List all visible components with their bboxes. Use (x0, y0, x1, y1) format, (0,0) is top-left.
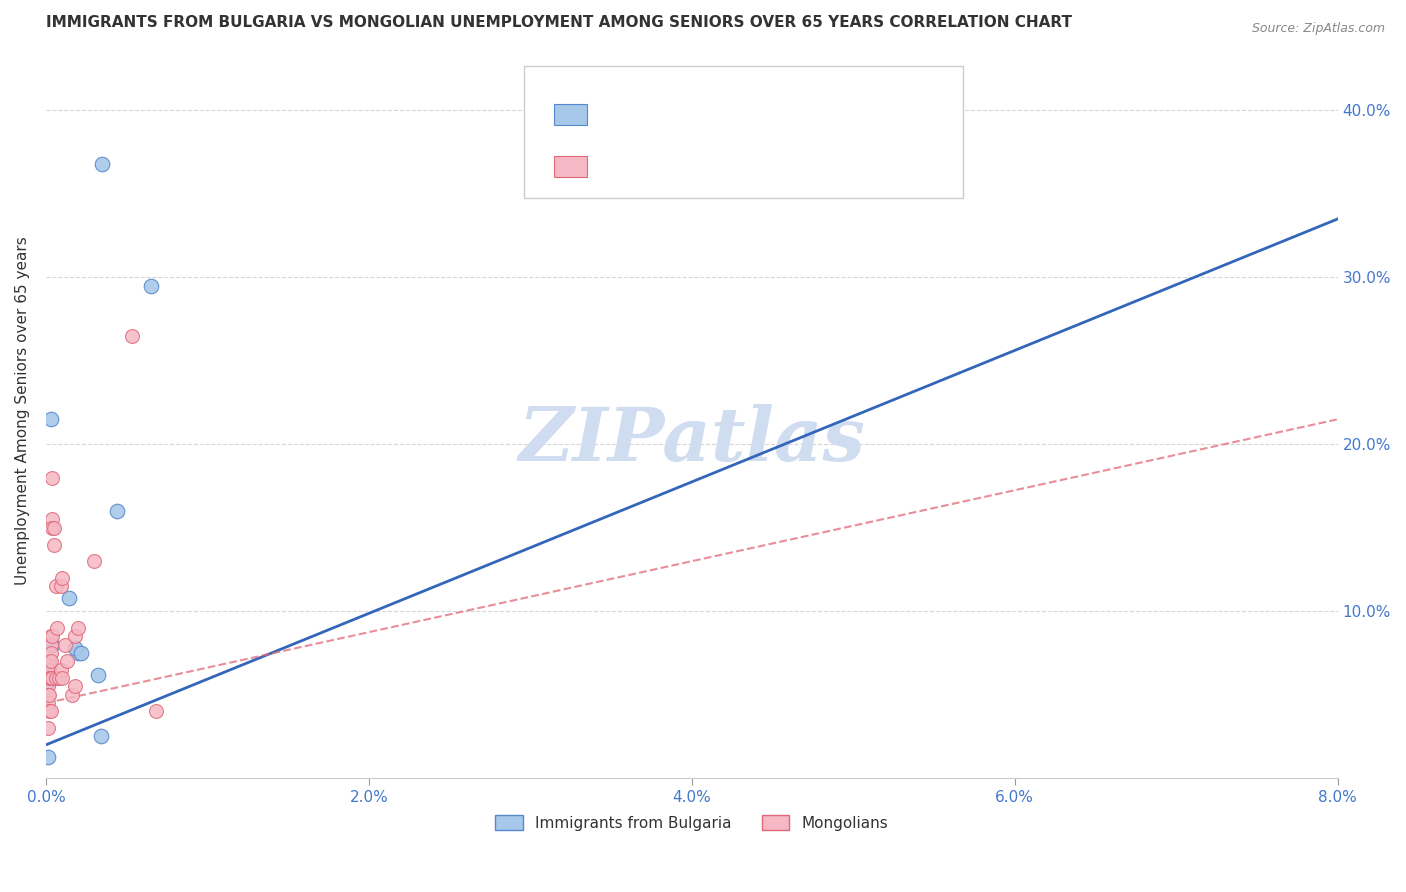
Point (38, 667, 60, 681)
Point (46, 621, 69, 635)
Point (38, 688, 60, 702)
Point (45, 579, 67, 593)
Point (37, 696, 59, 710)
FancyBboxPatch shape (554, 156, 588, 177)
Text: 0.513: 0.513 (679, 105, 731, 123)
Text: 0.529: 0.529 (679, 157, 731, 175)
Text: N =: N = (782, 157, 820, 175)
Point (42, 521, 65, 535)
Point (41, 521, 63, 535)
Point (39, 646, 62, 660)
Point (37, 721, 59, 735)
Text: Source: ZipAtlas.com: Source: ZipAtlas.com (1251, 22, 1385, 36)
Point (38, 663, 60, 677)
Point (39, 638, 62, 652)
Point (67, 646, 90, 660)
Text: R =: R = (607, 157, 644, 175)
Point (39, 654, 62, 668)
Point (90, 730, 112, 744)
Point (37, 674, 59, 689)
Point (67, 621, 90, 635)
Point (145, 705, 167, 719)
Point (38, 671, 60, 685)
Point (105, 504, 128, 518)
Text: 42: 42 (846, 157, 870, 175)
Point (58, 591, 80, 605)
Point (38, 663, 60, 677)
Point (37, 663, 59, 677)
Legend: Immigrants from Bulgaria, Mongolians: Immigrants from Bulgaria, Mongolians (489, 808, 894, 837)
Point (53, 638, 76, 652)
Point (39, 412, 62, 426)
Point (121, 328, 143, 343)
Point (38, 674, 60, 689)
Point (60, 688, 83, 702)
Text: ZIPatlas: ZIPatlas (519, 404, 865, 476)
Point (63, 680, 86, 694)
Point (48, 671, 70, 685)
Point (38, 654, 60, 668)
Text: 17: 17 (846, 105, 870, 123)
Point (42, 537, 65, 551)
FancyBboxPatch shape (554, 104, 588, 125)
Point (37, 680, 59, 694)
Text: IMMIGRANTS FROM BULGARIA VS MONGOLIAN UNEMPLOYMENT AMONG SENIORS OVER 65 YEARS C: IMMIGRANTS FROM BULGARIA VS MONGOLIAN UN… (46, 15, 1071, 30)
Point (41, 471, 63, 485)
Point (63, 640, 86, 655)
Point (70, 646, 93, 660)
Point (91, 157, 114, 171)
Point (49, 663, 72, 677)
Point (51, 671, 73, 685)
Point (56, 654, 79, 668)
Point (38, 654, 60, 668)
Point (37, 663, 59, 677)
Point (39, 671, 62, 685)
Point (49, 579, 72, 593)
Point (41, 629, 63, 643)
Text: N =: N = (782, 105, 820, 123)
FancyBboxPatch shape (524, 66, 963, 198)
Point (38, 657, 60, 672)
Point (39, 705, 62, 719)
Point (51, 571, 73, 585)
Text: R =: R = (607, 105, 644, 123)
Point (41, 638, 63, 652)
Point (37, 688, 59, 702)
Point (139, 278, 162, 293)
Point (41, 512, 63, 526)
Y-axis label: Unemployment Among Seniors over 65 years: Unemployment Among Seniors over 65 years (15, 236, 30, 585)
Point (39, 629, 62, 643)
Point (45, 671, 67, 685)
Point (63, 629, 86, 643)
Point (83, 554, 105, 568)
Point (38, 705, 60, 719)
Point (86, 667, 108, 681)
Point (41, 671, 63, 685)
Point (37, 749, 59, 764)
